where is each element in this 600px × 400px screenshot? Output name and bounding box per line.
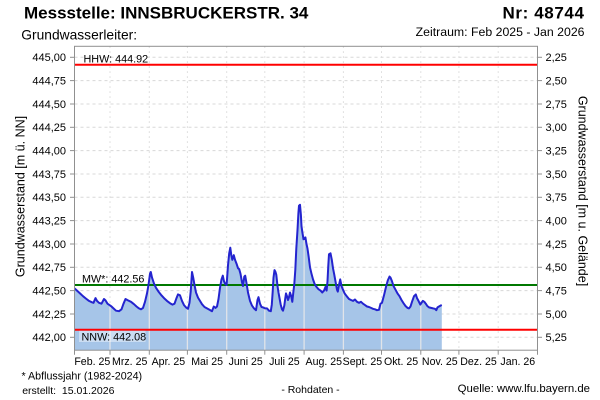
- svg-text:4,75: 4,75: [546, 285, 567, 297]
- svg-text:Zeitraum: Feb 2025 - Jan 2026: Zeitraum: Feb 2025 - Jan 2026: [416, 25, 585, 39]
- svg-text:3,75: 3,75: [546, 192, 567, 204]
- svg-text:2,75: 2,75: [546, 99, 567, 111]
- svg-text:Jan. 26: Jan. 26: [500, 356, 535, 368]
- svg-text:Sept. 25: Sept. 25: [343, 356, 383, 368]
- svg-text:Feb. 25: Feb. 25: [74, 356, 110, 368]
- svg-text:Messstelle: INNSBRUCKERSTR. 34: Messstelle: INNSBRUCKERSTR. 34: [24, 4, 309, 23]
- svg-text:Apr. 25: Apr. 25: [152, 356, 186, 368]
- svg-text:444,25: 444,25: [32, 122, 66, 134]
- svg-text:Grundwasserleiter:: Grundwasserleiter:: [21, 28, 137, 43]
- svg-text:443,00: 443,00: [32, 239, 66, 251]
- svg-text:5,25: 5,25: [546, 332, 567, 344]
- svg-text:Mai 25: Mai 25: [191, 356, 223, 368]
- svg-text:- Rohdaten -: - Rohdaten -: [281, 384, 340, 396]
- svg-text:NNW: 442.08: NNW: 442.08: [82, 332, 147, 344]
- svg-text:HHW: 444.92: HHW: 444.92: [84, 54, 149, 66]
- svg-text:MW*: 442.56: MW*: 442.56: [82, 273, 144, 285]
- svg-text:442,00: 442,00: [32, 332, 66, 344]
- svg-text:2,50: 2,50: [546, 75, 567, 87]
- svg-text:444,50: 444,50: [32, 99, 66, 111]
- svg-text:4,50: 4,50: [546, 262, 567, 274]
- svg-text:442,50: 442,50: [32, 285, 66, 297]
- svg-text:2,25: 2,25: [546, 52, 567, 64]
- svg-text:444,75: 444,75: [32, 75, 66, 87]
- svg-text:Nov. 25: Nov. 25: [422, 356, 458, 368]
- svg-text:442,75: 442,75: [32, 262, 66, 274]
- svg-text:443,25: 443,25: [32, 215, 66, 227]
- svg-text:Aug. 25: Aug. 25: [306, 356, 343, 368]
- svg-text:Nr: 48744: Nr: 48744: [503, 4, 585, 23]
- svg-text:Juni 25: Juni 25: [229, 356, 263, 368]
- svg-text:4,25: 4,25: [546, 239, 567, 251]
- svg-text:5,00: 5,00: [546, 309, 567, 321]
- svg-text:erstellt: 15.01.2026: erstellt: 15.01.2026: [22, 385, 114, 397]
- svg-text:4,00: 4,00: [546, 215, 567, 227]
- svg-text:Dez. 25: Dez. 25: [460, 356, 497, 368]
- svg-text:443,50: 443,50: [32, 192, 66, 204]
- svg-text:Grundwasserstand [m u. Gelände: Grundwasserstand [m u. Gelände]: [576, 96, 590, 286]
- svg-text:Juli 25: Juli 25: [269, 356, 300, 368]
- svg-text:Quelle: www.lfu.bayern.de: Quelle: www.lfu.bayern.de: [458, 383, 590, 395]
- svg-text:3,00: 3,00: [546, 122, 567, 134]
- svg-text:442,25: 442,25: [32, 309, 66, 321]
- svg-text:Grundwasserstand [m ü. NN]: Grundwasserstand [m ü. NN]: [14, 116, 28, 277]
- svg-text:Okt. 25: Okt. 25: [384, 356, 418, 368]
- svg-text:443,75: 443,75: [32, 169, 66, 181]
- svg-text:3,25: 3,25: [546, 145, 567, 157]
- svg-text:3,50: 3,50: [546, 169, 567, 181]
- svg-text:445,00: 445,00: [32, 52, 66, 64]
- svg-text:444,00: 444,00: [32, 145, 66, 157]
- svg-text:Mrz. 25: Mrz. 25: [112, 356, 147, 368]
- svg-text:* Abflussjahr (1982-2024): * Abflussjahr (1982-2024): [22, 371, 143, 383]
